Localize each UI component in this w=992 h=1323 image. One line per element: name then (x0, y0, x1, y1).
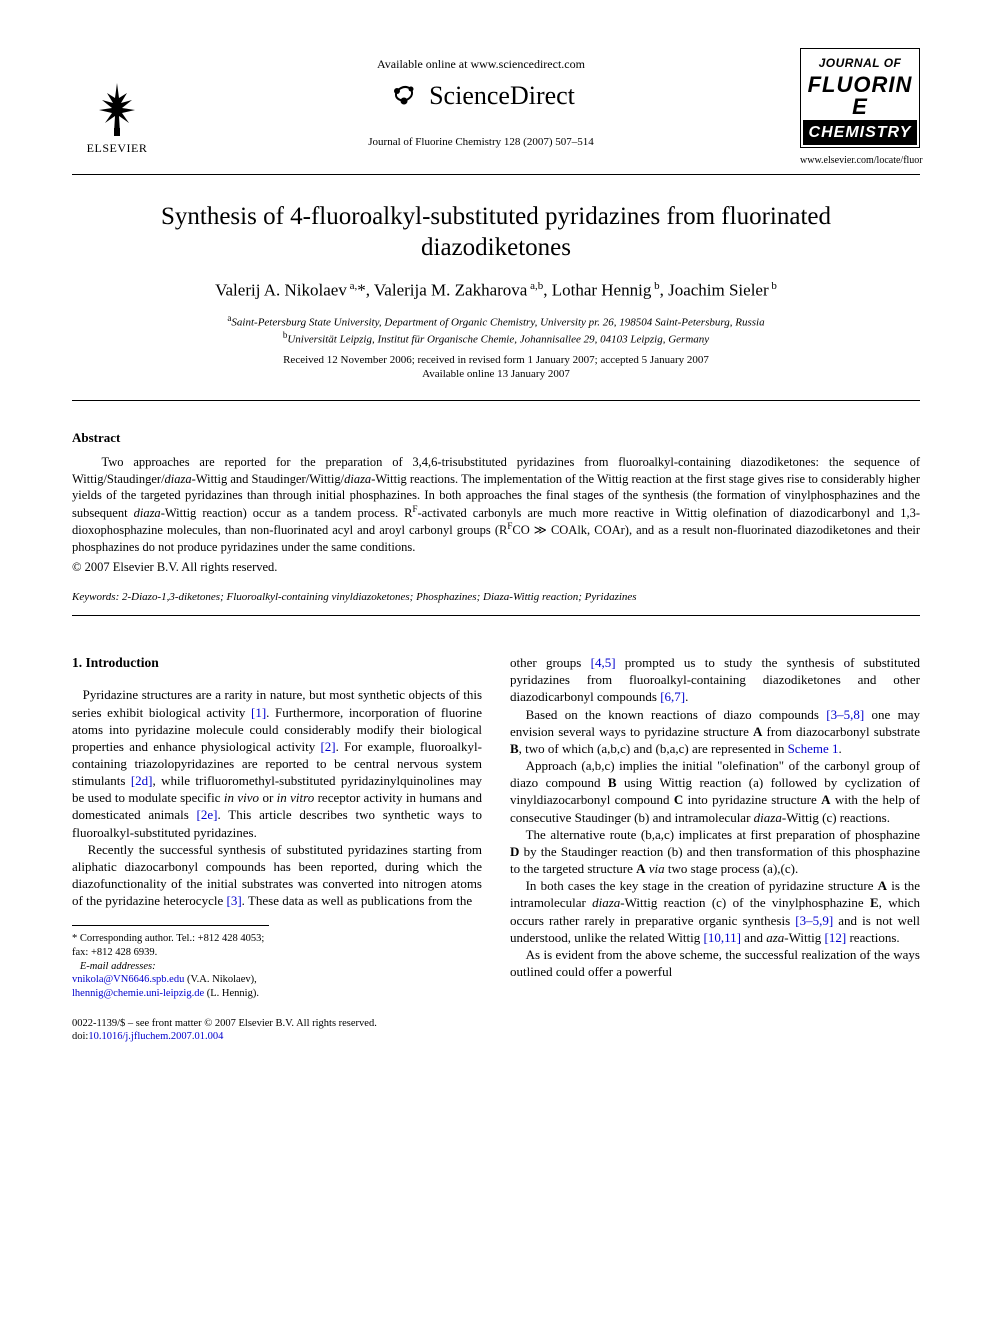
keywords-label: Keywords: (72, 591, 119, 603)
article-dates: Received 12 November 2006; received in r… (72, 353, 920, 382)
journal-logo-block: JOURNAL OF FLUORINE CHEMISTRY www.elsevi… (800, 48, 920, 168)
journal-logo-line3: CHEMISTRY (803, 120, 917, 146)
abstract-copyright: © 2007 Elsevier B.V. All rights reserved… (72, 559, 920, 576)
article-title: Synthesis of 4-fluoroalkyl-substituted p… (132, 201, 860, 264)
page-header: ELSEVIER Available online at www.science… (72, 48, 920, 168)
body-paragraph: As is evident from the above scheme, the… (510, 946, 920, 980)
email-line: E-mail addresses: vnikola@VN6646.spb.edu… (72, 960, 269, 987)
keywords: Keywords: 2-Diazo-1,3-diketones; Fluoroa… (72, 590, 920, 605)
email-link[interactable]: lhennig@chemie.uni-leipzig.de (72, 988, 204, 999)
journal-logo-line1: JOURNAL OF (819, 56, 902, 70)
email-line: lhennig@chemie.uni-leipzig.de (L. Hennig… (72, 987, 269, 1001)
journal-reference: Journal of Fluorine Chemistry 128 (2007)… (162, 135, 800, 150)
abstract-section: Abstract Two approaches are reported for… (72, 429, 920, 577)
author-affil-sup: b (651, 280, 659, 292)
abstract-text: Two approaches are reported for the prep… (72, 454, 920, 555)
header-divider (72, 174, 920, 175)
doi-link[interactable]: 10.1016/j.jfluchem.2007.01.004 (88, 1031, 223, 1042)
front-matter-line: 0022-1139/$ – see front matter © 2007 El… (72, 1017, 920, 1031)
body-paragraph: In both cases the key stage in the creat… (510, 877, 920, 946)
elsevier-label: ELSEVIER (87, 140, 148, 156)
citation-link[interactable]: [3–5,8] (826, 707, 864, 722)
sciencedirect-swirl-icon (387, 79, 421, 113)
citation-link[interactable]: [2d] (131, 773, 153, 788)
citation-link[interactable]: [2] (320, 739, 335, 754)
author-affil-sup: a, (347, 280, 357, 292)
section-heading: 1. Introduction (72, 654, 482, 672)
body-columns: 1. Introduction Pyridazine structures ar… (72, 654, 920, 1000)
elsevier-tree-icon (87, 78, 147, 138)
author-affil-sup: a,b (527, 280, 543, 292)
divider (72, 400, 920, 401)
available-online-text: Available online at www.sciencedirect.co… (162, 56, 800, 72)
left-column: 1. Introduction Pyridazine structures ar… (72, 654, 482, 1000)
footer-meta: 0022-1139/$ – see front matter © 2007 El… (72, 1017, 920, 1044)
affiliation: aSaint-Petersburg State University, Depa… (72, 313, 920, 330)
abstract-heading: Abstract (72, 429, 920, 447)
citation-link[interactable]: [1] (251, 705, 266, 720)
divider (72, 615, 920, 616)
citation-link[interactable]: [3–5,9] (795, 913, 833, 928)
footnotes: * Corresponding author. Tel.: +812 428 4… (72, 925, 269, 1000)
locate-url[interactable]: www.elsevier.com/locate/fluor (800, 154, 920, 168)
body-paragraph: other groups [4,5] prompted us to study … (510, 654, 920, 705)
citation-link[interactable]: [12] (825, 930, 847, 945)
sciencedirect-text: ScienceDirect (429, 78, 575, 113)
journal-logo-line2: FLUORINE (803, 74, 917, 118)
header-center: Available online at www.sciencedirect.co… (162, 48, 800, 150)
body-paragraph: The alternative route (b,a,c) implicates… (510, 826, 920, 877)
received-date: Received 12 November 2006; received in r… (72, 353, 920, 367)
body-paragraph: Pyridazine structures are a rarity in na… (72, 686, 482, 840)
corresponding-author-note: * Corresponding author. Tel.: +812 428 4… (72, 932, 269, 959)
scheme-link[interactable]: Scheme 1 (788, 741, 839, 756)
body-paragraph: Approach (a,b,c) implies the initial "ol… (510, 757, 920, 826)
sciencedirect-logo: ScienceDirect (387, 78, 575, 113)
citation-link[interactable]: [4,5] (591, 655, 616, 670)
affiliation: bUniversität Leipzig, Institut für Organ… (72, 330, 920, 347)
journal-logo: JOURNAL OF FLUORINE CHEMISTRY (800, 48, 920, 148)
body-paragraph: Based on the known reactions of diazo co… (510, 706, 920, 757)
online-date: Available online 13 January 2007 (72, 367, 920, 381)
affil-text: Saint-Petersburg State University, Depar… (231, 317, 764, 329)
citation-link[interactable]: [2e] (197, 807, 218, 822)
keywords-text: 2-Diazo-1,3-diketones; Fluoroalkyl-conta… (122, 591, 637, 603)
author-affil-sup: b (769, 280, 777, 292)
author-list: Valerij A. Nikolaev a,*, Valerija M. Zak… (72, 279, 920, 303)
right-column: other groups [4,5] prompted us to study … (510, 654, 920, 1000)
email-link[interactable]: vnikola@VN6646.spb.edu (72, 974, 184, 985)
email-label: E-mail addresses: (80, 961, 156, 972)
body-paragraph: Recently the successful synthesis of sub… (72, 841, 482, 910)
email-who: (V.A. Nikolaev), (187, 974, 257, 985)
doi-label: doi: (72, 1031, 88, 1042)
affil-text: Universität Leipzig, Institut für Organi… (287, 334, 709, 346)
citation-link[interactable]: [10,11] (703, 930, 740, 945)
email-who: (L. Hennig). (207, 988, 259, 999)
citation-link[interactable]: [3] (226, 893, 241, 908)
elsevier-logo-block: ELSEVIER (72, 48, 162, 156)
citation-link[interactable]: [6,7] (660, 689, 685, 704)
doi-line: doi:10.1016/j.jfluchem.2007.01.004 (72, 1030, 920, 1044)
